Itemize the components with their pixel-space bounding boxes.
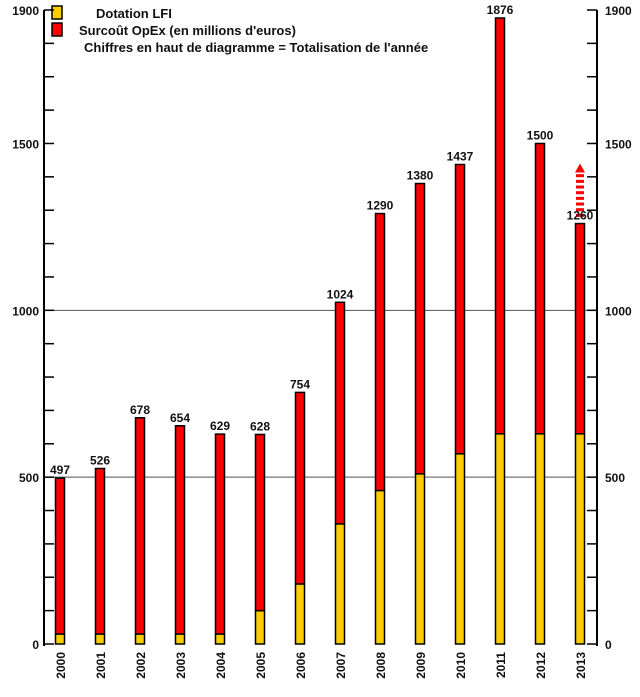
- bar-segment-surcout: [134, 417, 146, 635]
- bar-total-label: 678: [130, 403, 150, 417]
- bar-segment-dotation: [254, 609, 266, 645]
- bar-total-label: 629: [210, 419, 230, 433]
- bar-segment-dotation: [214, 633, 226, 645]
- bar-segment-surcout: [374, 212, 386, 492]
- y-tick-label-left: 1000: [12, 304, 39, 318]
- bar-segment-surcout: [334, 301, 346, 525]
- y-tick-label-right: 1500: [605, 137, 632, 151]
- projection-dash: [576, 208, 584, 212]
- bar-segment-dotation: [374, 489, 386, 645]
- bar-segment-dotation: [334, 523, 346, 645]
- projection-dash: [576, 185, 584, 189]
- x-tick-label: 2009: [414, 652, 428, 679]
- projection-dash: [576, 191, 584, 195]
- x-tick-label: 2011: [494, 652, 508, 678]
- bar-segment-surcout: [54, 477, 66, 635]
- bar-total-label: 1876: [487, 3, 514, 17]
- bar-segment-dotation: [534, 433, 546, 645]
- x-tick-label: 2013: [574, 652, 588, 679]
- y-tick-label-left: 1500: [12, 137, 39, 151]
- bar-segment-surcout: [454, 163, 466, 455]
- projection-dash: [576, 202, 584, 206]
- y-tick-label-left: 1900: [12, 4, 39, 18]
- bar-segment-dotation: [94, 633, 106, 645]
- projection-dash: [576, 179, 584, 183]
- bar-total-label: 1024: [327, 287, 354, 301]
- bar-segment-surcout: [214, 433, 226, 635]
- projection-dash: [576, 213, 584, 217]
- x-tick-label: 2004: [214, 652, 228, 679]
- bar-total-label: 1380: [407, 169, 434, 183]
- bar-total-label: 497: [50, 463, 70, 477]
- y-tick-label-right: 0: [605, 638, 612, 652]
- x-tick-label: 2007: [334, 652, 348, 679]
- bar-total-label: 1260: [567, 209, 594, 223]
- x-tick-label: 2005: [254, 652, 268, 679]
- y-tick-label-left: 0: [32, 638, 39, 652]
- x-tick-label: 2003: [174, 652, 188, 679]
- legend-label-surcout: Surcoût OpEx (en millions d'euros): [79, 23, 296, 38]
- y-tick-label-right: 1000: [605, 304, 632, 318]
- y-tick-label-left: 500: [19, 471, 39, 485]
- x-tick-label: 2012: [534, 652, 548, 679]
- bar-total-label: 1290: [367, 199, 394, 213]
- bar-segment-surcout: [414, 182, 426, 475]
- x-tick-label: 2008: [374, 652, 388, 679]
- bar-total-label: 1437: [447, 149, 474, 163]
- bar-total-label: 526: [90, 453, 110, 467]
- x-tick-label: 2001: [94, 652, 108, 679]
- legend-swatch-dotation: [51, 5, 63, 20]
- bar-segment-dotation: [574, 433, 586, 645]
- bar-segment-surcout: [174, 425, 186, 635]
- bar-total-label: 628: [250, 419, 270, 433]
- bar-segment-dotation: [414, 473, 426, 645]
- legend: Dotation LFI Surcoût OpEx (en millions d…: [51, 5, 428, 55]
- bar-segment-dotation: [134, 633, 146, 645]
- legend-swatch-surcout: [51, 22, 63, 37]
- bar-total-label: 754: [290, 377, 310, 391]
- bar-segment-dotation: [454, 453, 466, 645]
- bar-segment-surcout: [494, 17, 506, 435]
- legend-note: Chiffres en haut de diagramme = Totalisa…: [84, 40, 428, 55]
- bar-segment-surcout: [574, 222, 586, 435]
- y-tick-label-right: 1900: [605, 4, 632, 18]
- bar-segment-dotation: [294, 583, 306, 645]
- bar-total-label: 654: [170, 411, 190, 425]
- bar-segment-surcout: [254, 433, 266, 612]
- bar-segment-dotation: [174, 633, 186, 645]
- projection-arrow-icon: [575, 163, 585, 173]
- x-tick-label: 2010: [454, 652, 468, 679]
- bar-segment-dotation: [494, 433, 506, 645]
- legend-label-dotation: Dotation LFI: [96, 6, 172, 21]
- projection-dash: [576, 196, 584, 200]
- y-tick-label-right: 500: [605, 471, 625, 485]
- bar-segment-dotation: [54, 633, 66, 645]
- bar-segment-surcout: [294, 391, 306, 585]
- bar-segment-surcout: [94, 467, 106, 635]
- bar-total-label: 1500: [527, 128, 554, 142]
- x-tick-label: 2000: [54, 652, 68, 679]
- bar-segment-surcout: [534, 142, 546, 435]
- x-tick-label: 2006: [294, 652, 308, 679]
- projection-dash: [576, 174, 584, 178]
- x-tick-label: 2002: [134, 652, 148, 679]
